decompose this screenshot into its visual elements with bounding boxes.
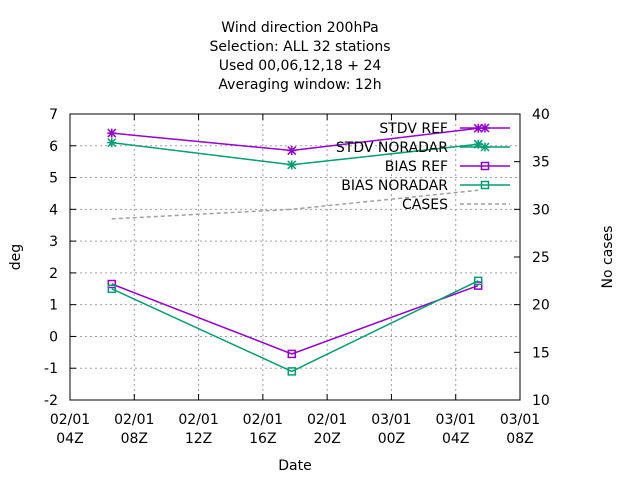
x-tick-label: 04Z bbox=[56, 431, 83, 447]
data-point-square bbox=[287, 367, 297, 376]
data-point-star bbox=[480, 123, 490, 133]
data-point-square bbox=[287, 349, 297, 359]
series-line-bias-noradar bbox=[111, 280, 479, 373]
x-tick-label: 03/01 bbox=[436, 412, 476, 428]
chart-title-line: Selection: ALL 32 stations bbox=[209, 39, 390, 55]
x-tick-label: 02/01 bbox=[114, 412, 154, 428]
y2-tick-label: 15 bbox=[532, 345, 550, 361]
y2-tick-label: 20 bbox=[532, 298, 550, 314]
y-tick-label: 7 bbox=[49, 107, 58, 123]
y2-tick-label: 40 bbox=[532, 107, 550, 123]
data-point-star bbox=[107, 128, 117, 138]
y-tick-label: -2 bbox=[44, 393, 58, 409]
y-tick-label: 1 bbox=[49, 298, 58, 314]
y2-tick-label: 35 bbox=[532, 155, 550, 171]
axes: 02/01 04Z 02/01 08Z 02/01 12Z 02/01 16Z 02/01 20Z… bbox=[44, 107, 550, 447]
x-tick-label: 02/01 bbox=[178, 412, 218, 428]
legend-label: STDV NORADAR bbox=[336, 140, 448, 156]
x-tick-label: 08Z bbox=[506, 431, 533, 447]
data-point-star bbox=[107, 138, 117, 148]
y-tick-label: -1 bbox=[44, 361, 58, 377]
x-tick-label: 00Z bbox=[378, 431, 405, 447]
y2-tick-label: 10 bbox=[532, 393, 550, 409]
data-point-square bbox=[473, 276, 483, 286]
x-tick-label: 08Z bbox=[121, 431, 148, 447]
data-point-square bbox=[107, 284, 117, 294]
legend-label: STDV REF bbox=[379, 121, 448, 137]
x-tick-label: 02/01 bbox=[243, 412, 283, 428]
y-tick-label: 6 bbox=[49, 139, 58, 155]
x-tick-label: 02/01 bbox=[307, 412, 347, 428]
chart-title-line: Averaging window: 12h bbox=[218, 77, 381, 93]
data-point-square bbox=[473, 281, 483, 290]
data-point-star bbox=[287, 160, 297, 170]
x-tick-label: 03/01 bbox=[500, 412, 540, 428]
legend-label: BIAS NORADAR bbox=[341, 178, 448, 194]
series-line-bias-ref bbox=[111, 283, 479, 355]
y2-tick-label: 25 bbox=[532, 250, 550, 266]
data-point-star bbox=[480, 142, 490, 152]
legend-label: BIAS REF bbox=[385, 159, 448, 175]
y-tick-label: 2 bbox=[49, 266, 58, 282]
chart-title-line: Used 00,06,12,18 + 24 bbox=[219, 58, 382, 74]
chart-title-line: Wind direction 200hPa bbox=[221, 20, 378, 36]
y-axis-label: deg bbox=[8, 244, 24, 270]
data-point-star bbox=[287, 146, 297, 156]
x-tick-label: 02/01 bbox=[50, 412, 90, 428]
y-tick-label: 5 bbox=[49, 171, 58, 187]
legend: STDV REF STDV NORADAR BIAS REF BIAS NORADAR… bbox=[336, 121, 510, 213]
y-tick-label: 4 bbox=[49, 202, 58, 218]
data-point-square bbox=[480, 180, 490, 190]
data-point-square bbox=[480, 161, 490, 171]
x-tick-label: 03/01 bbox=[371, 412, 411, 428]
y-tick-label: 3 bbox=[49, 234, 58, 250]
y2-tick-label: 30 bbox=[532, 202, 550, 218]
y-tick-label: 0 bbox=[49, 329, 58, 345]
data-point-square bbox=[107, 279, 117, 289]
x-tick-label: 20Z bbox=[313, 431, 340, 447]
chart-title: Wind direction 200hPa Selection: ALL 32 s… bbox=[209, 20, 390, 93]
x-tick-label: 12Z bbox=[185, 431, 212, 447]
x-tick-label: 04Z bbox=[442, 431, 469, 447]
data-point-star bbox=[473, 139, 483, 149]
x-tick-label: 16Z bbox=[249, 431, 276, 447]
y2-axis-label: No cases bbox=[600, 226, 616, 289]
x-axis-label: Date bbox=[278, 458, 311, 474]
legend-label: CASES bbox=[402, 197, 448, 213]
